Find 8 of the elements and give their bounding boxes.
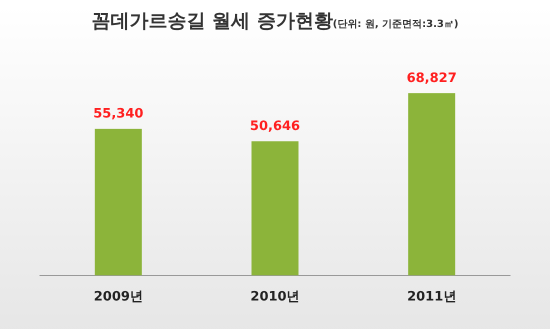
x-tick-label: 2011년 [407,290,456,305]
chart-title: 꼼데가르송길 월세 증가현황 [92,10,333,32]
x-tick-label: 2010년 [250,290,300,305]
data-label: 55,340 [93,106,144,122]
data-label: 68,827 [406,70,457,86]
data-label: 50,646 [250,119,300,134]
chart-subtitle: (단위: 원, 기준면적:3.3㎡) [332,19,458,30]
x-tick-label: 2009년 [94,290,143,305]
